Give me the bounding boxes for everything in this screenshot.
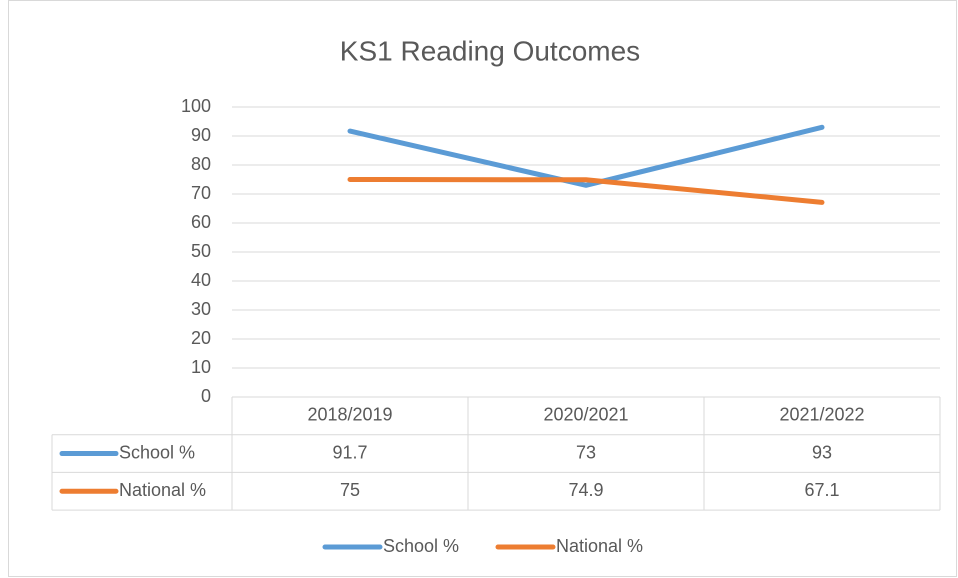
table-value: 75 — [340, 480, 360, 500]
x-tick-label: 2018/2019 — [307, 405, 392, 425]
table-value: 73 — [576, 442, 596, 462]
table-row-label: School % — [119, 442, 195, 462]
y-tick-label: 0 — [201, 386, 211, 406]
y-tick-label: 40 — [191, 270, 211, 290]
y-tick-label: 20 — [191, 328, 211, 348]
x-tick-label: 2021/2022 — [779, 405, 864, 425]
y-tick-label: 80 — [191, 154, 211, 174]
y-tick-label: 100 — [181, 96, 211, 116]
table-value: 74.9 — [568, 480, 603, 500]
chart-border — [8, 0, 957, 577]
series-line — [347, 124, 825, 188]
y-tick-label: 70 — [191, 183, 211, 203]
y-tick-label: 10 — [191, 357, 211, 377]
table-value: 93 — [812, 442, 832, 462]
table-row-label: National % — [119, 480, 206, 500]
series-line — [347, 177, 825, 205]
legend-label: School % — [383, 536, 459, 556]
chart-title: KS1 Reading Outcomes — [340, 35, 640, 66]
x-tick-label: 2020/2021 — [543, 405, 628, 425]
y-tick-label: 90 — [191, 125, 211, 145]
legend-label: National % — [556, 536, 643, 556]
y-tick-label: 60 — [191, 212, 211, 232]
y-tick-label: 50 — [191, 241, 211, 261]
table-value: 67.1 — [804, 480, 839, 500]
y-tick-label: 30 — [191, 299, 211, 319]
table-value: 91.7 — [332, 442, 367, 462]
